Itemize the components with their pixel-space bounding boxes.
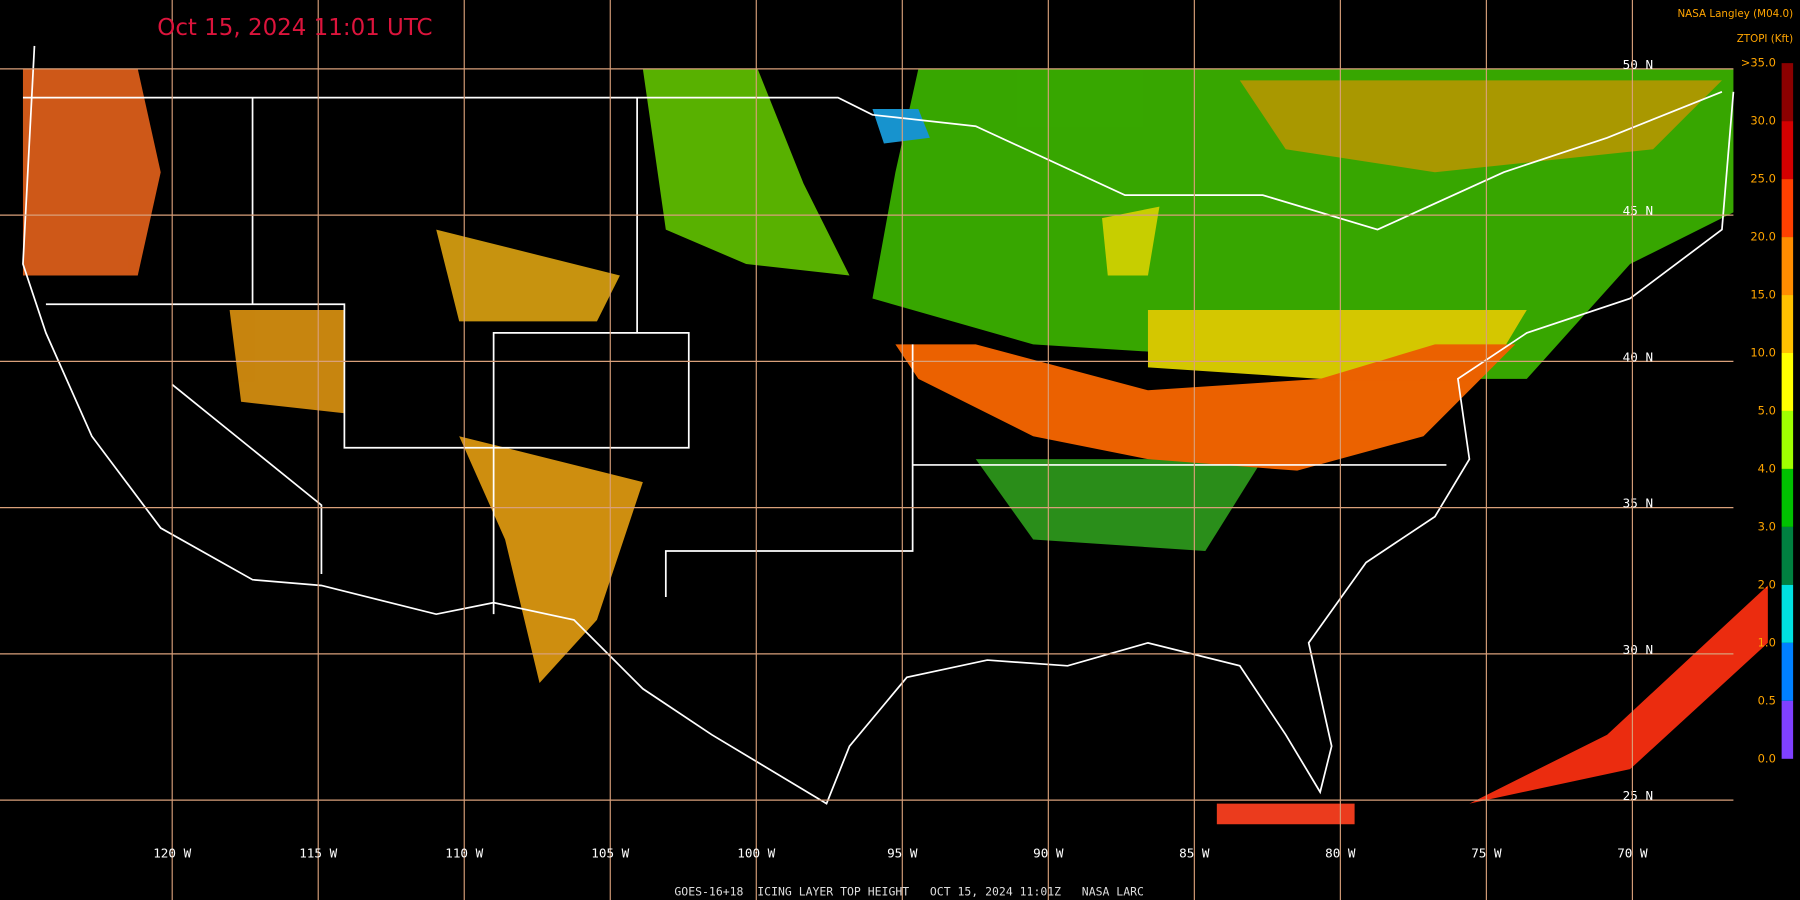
cloud-orange [895,344,1516,471]
colorbar-swatch [1781,121,1794,180]
credit: NASA Langley (M04.0) [1677,8,1793,20]
lat-label: 45 N [1623,203,1653,218]
state-line [664,344,914,597]
colorbar-label: 30.0 [1750,114,1776,128]
colorbar-swatch [1781,642,1794,701]
cloud-yellow [1102,206,1160,276]
lat-label: 30 N [1623,642,1653,657]
state-line [171,383,323,574]
lon-label: 100 W [737,846,775,861]
lon-label: 105 W [591,846,629,861]
colorbar-swatch [1781,410,1794,469]
colorbar-label: 10.0 [1750,345,1776,359]
cloud-orange [436,229,620,322]
colorbar-label: 3.0 [1758,519,1776,533]
cloud-teal [872,109,930,144]
lat-lon-grid: 50 N 45 N 40 N 35 N 30 N 25 N 120 W 115 W 110 W 1… [0,0,1734,900]
lat-label: 50 N [1623,57,1653,72]
colorbar-swatch [1781,352,1794,411]
lat-label: 25 N [1623,788,1653,803]
colorbar-swatch [1781,179,1794,238]
lon-label: 90 W [1033,846,1064,861]
cloud-red [1469,585,1768,804]
colorbar-swatch [1781,237,1794,296]
colorbar-label: 0.5 [1758,693,1776,707]
cloud-orange [459,436,643,684]
footer: GOES-16+18 ICING LAYER TOP HEIGHT OCT 15… [674,884,1144,898]
cloud-green [642,68,850,276]
colorbar-swatch [1781,584,1794,643]
cloud-yellow [1239,80,1722,173]
colorbar-title: ZTOPI (Kft) [1737,33,1793,45]
colorbar-label: >35.0 [1741,56,1776,70]
cloud-orange [22,68,161,276]
colorbar-swatch [1781,526,1794,585]
colorbar-label: 5.0 [1758,403,1776,417]
colorbar-swatch [1781,295,1794,353]
state-line [45,303,690,615]
cloud-red [1216,803,1355,825]
colorbar-label: 1.0 [1758,635,1776,649]
colorbar-label: 25.0 [1750,172,1776,186]
colorbar-label: 15.0 [1750,288,1776,302]
lon-label: 120 W [153,846,191,861]
colorbar-label: 4.0 [1758,461,1776,475]
cloud-green [975,459,1263,552]
colorbar: >35.0 30.0 25.0 20.0 15.0 10.0 5.0 4.0 3.0 2.0 1.0… [1741,56,1794,765]
colorbar-label: 20.0 [1750,230,1776,244]
lon-label: 75 W [1471,846,1502,861]
coastline [22,45,1735,805]
boundaries [22,45,1735,805]
lon-label: 70 W [1617,846,1648,861]
map-title: Oct 15, 2024 11:01 UTC [157,15,432,41]
lon-label: 95 W [887,846,918,861]
lon-label: 85 W [1179,846,1210,861]
colorbar-swatch [1781,468,1794,527]
lon-label: 115 W [299,846,337,861]
colorbar-label: 2.0 [1758,577,1776,591]
lon-label: 80 W [1325,846,1356,861]
colorbar-label: 0.0 [1758,751,1776,765]
lat-label: 40 N [1623,349,1653,364]
lon-label: 110 W [445,846,483,861]
cloud-layer [22,68,1768,825]
colorbar-swatch [1781,63,1794,122]
lat-label: 35 N [1623,496,1653,511]
colorbar-swatch [1781,700,1794,759]
